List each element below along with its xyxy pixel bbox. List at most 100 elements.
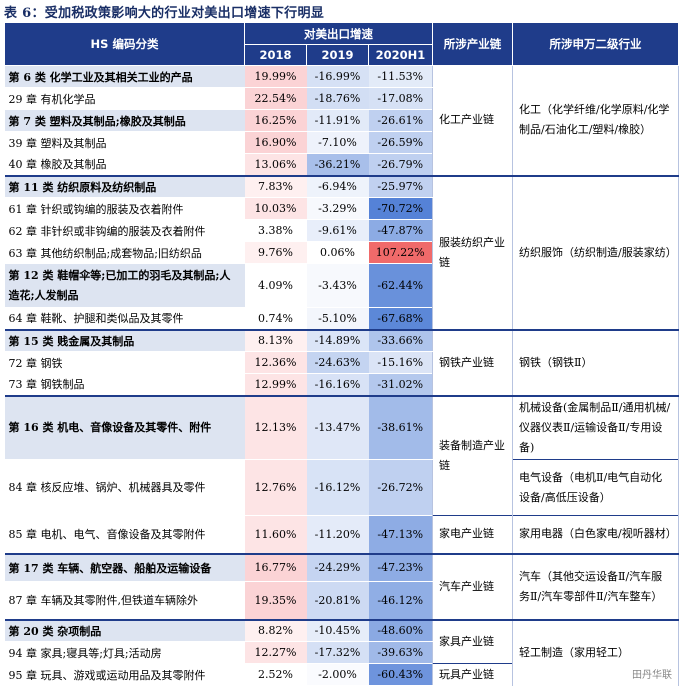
chapter-row: 62 章 非针织或非钩编的服装及衣着附件 3.38% -9.61% -47.87% (4, 219, 679, 242)
row-name: 第 17 类 车辆、航空器、船舶及运输设备 (4, 552, 245, 582)
value-2019: -24.63% (306, 351, 369, 374)
sw-industry-cell: 轻工制造（家用轻工） (512, 618, 679, 686)
value-2020h1: -47.23% (368, 552, 433, 582)
row-name: 64 章 鞋靴、护腿和类似品及其零件 (4, 307, 245, 330)
row-name: 29 章 有机化学品 (4, 87, 245, 110)
chapter-row: 94 章 家具;寝具等;灯具;活动房 12.27% -17.32% -39.63% (4, 641, 679, 664)
value-2018: 8.82% (244, 618, 307, 642)
value-2018: 12.13% (244, 394, 307, 460)
header-year-2018: 2018 (244, 44, 307, 66)
value-2018: 8.13% (244, 328, 307, 352)
value-2019: -14.89% (306, 328, 369, 352)
chapter-row: 29 章 有机化学品 22.54% -18.76% -17.08% (4, 87, 679, 110)
category-row: 第 7 类 塑料及其制品;橡胶及其制品 16.25% -11.91% -26.61% (4, 109, 679, 132)
value-2020h1: -62.44% (368, 263, 433, 308)
value-2020h1: -17.08% (368, 87, 433, 110)
chapter-row: 84 章 核反应堆、锅炉、机械器具及零件 12.76% -16.12% -26.72%… (4, 459, 679, 516)
industry-chain-cell: 钢铁产业链 (432, 328, 513, 396)
watermark: 田丹华联 (632, 670, 672, 681)
category-row: 第 6 类 化学工业及其相关工业的产品 19.99% -16.99% -11.53% 化… (4, 65, 679, 176)
value-2020h1: 107.22% (368, 241, 433, 264)
value-2019: -11.20% (306, 515, 369, 554)
industry-chain-cell: 化工产业链 (432, 65, 513, 176)
value-2019: -17.32% (306, 641, 369, 664)
sw-industry-cell: 汽车（其他交运设备Ⅱ/汽车服务Ⅱ/汽车零部件Ⅱ/汽车整车） (512, 552, 679, 620)
chapter-row: 40 章 橡胶及其制品 13.06% -36.21% -26.79% (4, 153, 679, 176)
value-2020h1: -26.59% (368, 131, 433, 154)
chapter-row: 63 章 其他纺织制品;成套物品;旧纺织品 9.76% 0.06% 107.22% (4, 241, 679, 264)
value-2018: 22.54% (244, 87, 307, 110)
value-2019: -18.76% (306, 87, 369, 110)
row-name: 39 章 塑料及其制品 (4, 131, 245, 154)
chapter-row: 39 章 塑料及其制品 16.90% -7.10% -26.59% (4, 131, 679, 154)
sw-industry-cell: 纺织服饰（纺织制造/服装家纺） (512, 174, 679, 330)
category-row: 第 16 类 机电、音像设备及其零件、附件 12.13% -13.47% -38.61… (4, 394, 679, 516)
value-2018: 13.06% (244, 153, 307, 176)
value-2018: 19.99% (244, 65, 307, 88)
value-2019: -16.99% (306, 65, 369, 88)
industry-chain-cell: 家具产业链 (432, 618, 513, 664)
value-2019: -6.94% (306, 174, 369, 198)
row-name: 第 12 类 鞋帽伞等;已加工的羽毛及其制品;人造花;人发制品 (4, 263, 245, 308)
value-2020h1: -26.72% (368, 459, 433, 516)
sw-industry-cell: 电气设备（电机Ⅱ/电气自动化设备/高低压设备） (512, 459, 679, 516)
row-name: 87 章 车辆及其零附件,但铁道车辆除外 (4, 581, 245, 620)
sw-industry-cell: 机械设备(金属制品Ⅱ/通用机械/仪器仪表Ⅱ/运输设备Ⅱ/专用设备) (512, 394, 679, 460)
row-name: 40 章 橡胶及其制品 (4, 153, 245, 176)
header-chain: 所涉产业链 (432, 22, 513, 66)
value-2018: 12.27% (244, 641, 307, 664)
header-year-2020h1: 2020H1 (368, 44, 433, 66)
industry-chain-cell: 汽车产业链 (432, 552, 513, 620)
value-2019: -11.91% (306, 109, 369, 132)
value-2020h1: -60.43% (368, 663, 433, 686)
sw-industry-cell: 化工（化学纤维/化学原料/化学制品/石油化工/塑料/橡胶） (512, 65, 679, 176)
value-2020h1: -70.72% (368, 197, 433, 220)
value-2020h1: -39.63% (368, 641, 433, 664)
chapter-row: 64 章 鞋靴、护腿和类似品及其零件 0.74% -5.10% -67.68% (4, 307, 679, 330)
row-name: 第 20 类 杂项制品 (4, 618, 245, 642)
row-name: 95 章 玩具、游戏或运动用品及其零附件 (4, 663, 245, 686)
value-2018: 12.36% (244, 351, 307, 374)
value-2018: 4.09% (244, 263, 307, 308)
table-caption: 表 6：受加税政策影响大的行业对美出口增速下行明显 (4, 6, 325, 21)
industry-chain-cell: 家电产业链 (432, 515, 513, 554)
row-name: 第 16 类 机电、音像设备及其零件、附件 (4, 394, 245, 460)
value-2020h1: -67.68% (368, 307, 433, 330)
value-2018: 2.52% (244, 663, 307, 686)
value-2020h1: -26.79% (368, 153, 433, 176)
value-2018: 0.74% (244, 307, 307, 330)
row-name: 73 章 钢铁制品 (4, 373, 245, 396)
value-2019: -3.43% (306, 263, 369, 308)
value-2020h1: -15.16% (368, 351, 433, 374)
value-2018: 9.76% (244, 241, 307, 264)
value-2019: -3.29% (306, 197, 369, 220)
row-name: 94 章 家具;寝具等;灯具;活动房 (4, 641, 245, 664)
chapter-row: 87 章 车辆及其零附件,但铁道车辆除外 19.35% -20.81% -46.12% (4, 581, 679, 620)
category-row: 第 12 类 鞋帽伞等;已加工的羽毛及其制品;人造花;人发制品 4.09% -3.4… (4, 263, 679, 308)
row-name: 61 章 针织或钩编的服装及衣着附件 (4, 197, 245, 220)
value-2020h1: -48.60% (368, 618, 433, 642)
value-2019: -13.47% (306, 394, 369, 460)
row-name: 84 章 核反应堆、锅炉、机械器具及零件 (4, 459, 245, 516)
industry-chain-cell: 服装纺织产业链 (432, 174, 513, 330)
header-hs: HS 编码分类 (4, 22, 245, 66)
row-name: 72 章 钢铁 (4, 351, 245, 374)
category-row: 第 17 类 车辆、航空器、船舶及运输设备 16.77% -24.29% -47.23… (4, 552, 679, 620)
value-2018: 16.90% (244, 131, 307, 154)
value-2018: 12.99% (244, 373, 307, 396)
header-year-2019: 2019 (306, 44, 369, 66)
value-2019: -20.81% (306, 581, 369, 620)
value-2019: -10.45% (306, 618, 369, 642)
category-row: 第 11 类 纺织原料及纺织制品 7.83% -6.94% -25.97% 服装纺织产业… (4, 174, 679, 330)
value-2018: 3.38% (244, 219, 307, 242)
header-growth: 对美出口增速 (244, 22, 433, 45)
value-2020h1: -31.02% (368, 373, 433, 396)
value-2019: -16.16% (306, 373, 369, 396)
value-2019: -7.10% (306, 131, 369, 154)
row-name: 第 11 类 纺织原料及纺织制品 (4, 174, 245, 198)
chapter-row: 85 章 电机、电气、音像设备及其零附件 11.60% -11.20% -47.13%… (4, 515, 679, 554)
value-2018: 10.03% (244, 197, 307, 220)
category-row: 第 20 类 杂项制品 8.82% -10.45% -48.60% 家具产业链 轻工制造（… (4, 618, 679, 686)
header-industry: 所涉申万二级行业 (512, 22, 679, 66)
category-row: 第 15 类 贱金属及其制品 8.13% -14.89% -33.66% 钢铁产业链 钢铁… (4, 328, 679, 396)
